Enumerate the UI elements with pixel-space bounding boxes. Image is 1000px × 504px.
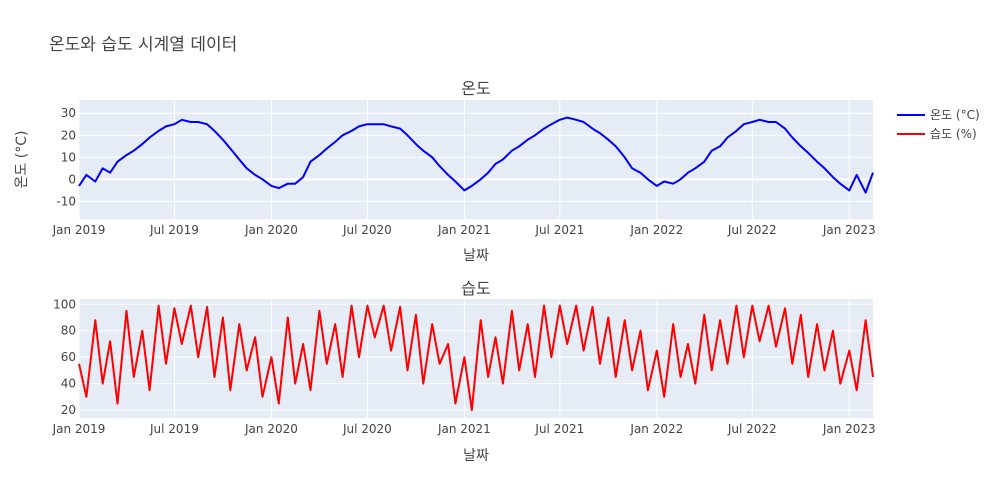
y-tick-label: 0 xyxy=(68,172,76,186)
x-tick-label: Jan 2022 xyxy=(629,422,683,436)
series-line xyxy=(78,304,874,412)
x-tick-label: Jul 2019 xyxy=(149,223,199,237)
x-tick-label: Jan 2020 xyxy=(244,223,298,237)
y-tick-label: 80 xyxy=(61,324,76,338)
humidity-panel: Jan 2019 Jul 2019 Jan 2020 Jul 2020 Jan 2021… xyxy=(52,279,876,464)
x-tick-label: Jan 2023 xyxy=(822,223,876,237)
y-tick-label: 30 xyxy=(61,106,76,120)
x-tick-label: Jul 2022 xyxy=(727,223,777,237)
x-axis-label: 날짜 xyxy=(463,248,489,264)
legend-label-temperature: 온도 (°C) xyxy=(930,108,980,122)
y-tick-label: 40 xyxy=(61,377,76,391)
x-tick-label: Jul 2022 xyxy=(727,422,777,436)
x-axis-label: 날짜 xyxy=(463,448,489,464)
x-tick-label: Jul 2021 xyxy=(534,422,584,436)
x-tick-label: Jul 2021 xyxy=(534,223,584,237)
x-tick-label: Jan 2022 xyxy=(629,223,683,237)
x-tick-label: Jul 2019 xyxy=(149,422,199,436)
x-tick-label: Jan 2019 xyxy=(52,223,106,237)
figure-title: 온도와 습도 시계열 데이터 xyxy=(49,35,237,55)
legend-item-humidity[interactable]: 습도 (%) xyxy=(897,127,977,141)
y-tick-label: 60 xyxy=(61,350,76,364)
y-tick-label: 100 xyxy=(53,297,76,311)
temperature-panel: Jan 2019 Jul 2019 Jan 2020 Jul 2020 Jan 2021… xyxy=(14,79,876,264)
x-tick-label: Jul 2020 xyxy=(342,223,392,237)
y-axis-label: 온도 (°C) xyxy=(14,131,30,189)
x-tick-label: Jan 2021 xyxy=(437,223,491,237)
y-tick-label: -10 xyxy=(56,194,76,208)
y-tick-label: 10 xyxy=(61,150,76,164)
legend-item-temperature[interactable]: 온도 (°C) xyxy=(897,108,980,122)
y-tick-label: 20 xyxy=(61,128,76,142)
x-tick-label: Jan 2019 xyxy=(52,422,106,436)
series-line xyxy=(78,116,874,194)
y-tick-label: 20 xyxy=(61,403,76,417)
subplot-title: 온도 xyxy=(461,79,490,98)
subplot-title: 습도 xyxy=(461,279,490,298)
x-tick-label: Jan 2021 xyxy=(437,422,491,436)
x-tick-label: Jul 2020 xyxy=(342,422,392,436)
legend-label-humidity: 습도 (%) xyxy=(930,127,977,141)
legend: 온도 (°C) 습도 (%) xyxy=(897,108,980,141)
plot-area xyxy=(79,100,873,219)
x-tick-label: Jan 2020 xyxy=(244,422,298,436)
x-tick-label: Jan 2023 xyxy=(822,422,876,436)
